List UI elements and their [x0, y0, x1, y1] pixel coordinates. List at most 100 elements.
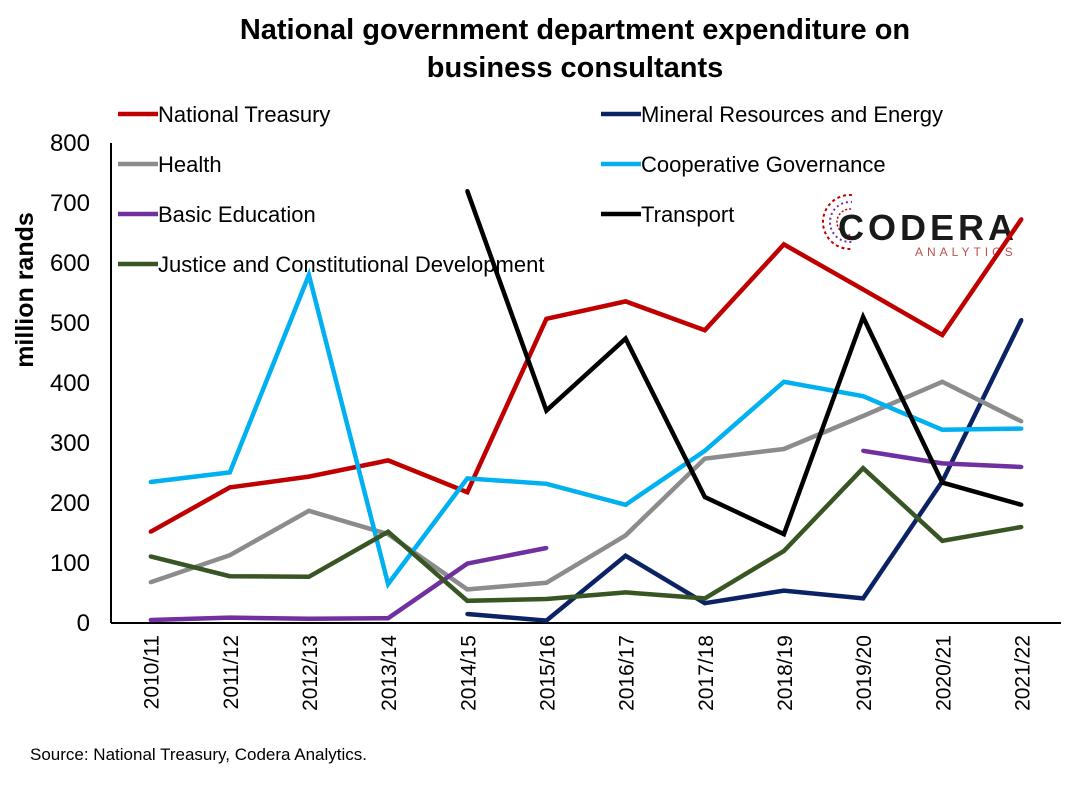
- data-point: [861, 394, 866, 399]
- axes: [110, 143, 1061, 624]
- data-point: [227, 615, 232, 620]
- data-point: [386, 458, 391, 463]
- data-point: [306, 474, 311, 479]
- data-point: [781, 447, 786, 451]
- y-tick-label: 100: [50, 550, 90, 577]
- data-point: [148, 554, 153, 559]
- data-point: [306, 574, 311, 579]
- logo-subtitle: ANALYTICS: [915, 245, 1017, 259]
- data-point: [227, 485, 232, 490]
- data-point: [1019, 426, 1024, 431]
- data-point: [306, 273, 311, 277]
- x-tick-label: 2016/17: [616, 635, 639, 711]
- y-axis-label: million rands: [11, 212, 39, 368]
- logo-wordmark: CODERA: [838, 207, 1018, 248]
- codera-logo: CODERA ANALYTICS: [822, 190, 1018, 259]
- data-point: [702, 601, 707, 606]
- series-line-2: [149, 379, 1023, 592]
- data-point: [544, 481, 549, 486]
- data-point: [1019, 419, 1024, 424]
- series-line-6: [150, 465, 1022, 604]
- series-line-5: [465, 190, 1023, 538]
- x-tick-label: 2010/11: [141, 635, 164, 709]
- data-point: [623, 299, 628, 304]
- data-point: [702, 495, 707, 499]
- data-point: [623, 502, 628, 507]
- data-point: [861, 466, 866, 471]
- x-tick-label: 2021/22: [1011, 635, 1034, 711]
- data-point: [702, 328, 707, 333]
- data-point: [227, 470, 232, 475]
- x-tick-label: 2019/20: [853, 635, 876, 711]
- x-tick-label: 2015/16: [536, 635, 559, 711]
- data-point: [1019, 502, 1024, 507]
- legend-label: National Treasury: [158, 102, 330, 127]
- y-tick-label: 700: [50, 190, 90, 217]
- data-point: [544, 580, 549, 585]
- x-tick-label: 2011/12: [220, 635, 243, 709]
- data-point: [544, 408, 549, 413]
- y-tick-label: 600: [50, 250, 90, 277]
- data-point: [306, 616, 311, 621]
- data-point: [861, 287, 866, 292]
- data-point: [465, 598, 470, 603]
- y-tick-label: 300: [50, 430, 90, 457]
- legend-label: Transport: [641, 202, 734, 227]
- data-point: [861, 315, 866, 319]
- data-point: [781, 379, 786, 384]
- data-point: [781, 549, 786, 553]
- series-line-0: [149, 217, 1024, 534]
- y-tick-label: 500: [50, 310, 90, 337]
- data-point: [940, 461, 945, 466]
- source-note: Source: National Treasury, Codera Analyt…: [30, 745, 367, 764]
- y-tick-label: 200: [50, 490, 90, 517]
- legend-label: Justice and Constitutional Development: [158, 252, 544, 277]
- x-tick-label: 2020/21: [932, 635, 955, 711]
- data-point: [940, 538, 945, 543]
- y-tick-label: 800: [50, 130, 90, 157]
- data-point: [386, 616, 391, 621]
- data-point: [465, 490, 470, 495]
- legend: National Treasury Mineral Resources and E…: [118, 102, 943, 277]
- series-line-3: [150, 267, 1022, 590]
- legend-label: Cooperative Governance: [641, 152, 886, 177]
- x-tick-label: 2014/15: [457, 635, 480, 711]
- y-tick-label: 400: [50, 370, 90, 397]
- series-lines: [148, 189, 1024, 623]
- data-point: [148, 480, 153, 484]
- data-point: [386, 582, 391, 586]
- data-point: [623, 533, 628, 538]
- data-point: [702, 448, 707, 453]
- legend-label: Basic Education: [158, 202, 316, 227]
- data-point: [702, 456, 707, 461]
- data-point: [227, 574, 232, 579]
- chart-title-line-2: business consultants: [427, 52, 724, 84]
- data-point: [1019, 318, 1024, 322]
- data-point: [702, 596, 707, 601]
- data-point: [623, 553, 628, 558]
- data-point: [544, 597, 549, 601]
- data-point: [227, 553, 232, 558]
- data-point: [148, 529, 153, 534]
- x-tick-label: 2017/18: [695, 635, 718, 711]
- data-point: [781, 588, 786, 593]
- data-point: [465, 561, 470, 566]
- data-point: [781, 242, 786, 247]
- y-tick-label: 0: [77, 610, 90, 637]
- data-point: [465, 476, 470, 481]
- codera-logo-mark-icon: [822, 190, 882, 254]
- data-point: [544, 546, 549, 550]
- data-point: [1019, 465, 1024, 469]
- data-point: [465, 587, 470, 592]
- data-point: [465, 189, 470, 193]
- chart-title-line-1: National government department expenditu…: [240, 14, 910, 46]
- data-point: [148, 580, 153, 585]
- data-point: [861, 414, 866, 418]
- chart-title: National government department expenditu…: [240, 14, 910, 84]
- data-point: [544, 316, 549, 321]
- data-point: [940, 333, 945, 337]
- data-point: [148, 618, 153, 622]
- data-point: [861, 596, 866, 601]
- legend-label: Mineral Resources and Energy: [641, 102, 943, 127]
